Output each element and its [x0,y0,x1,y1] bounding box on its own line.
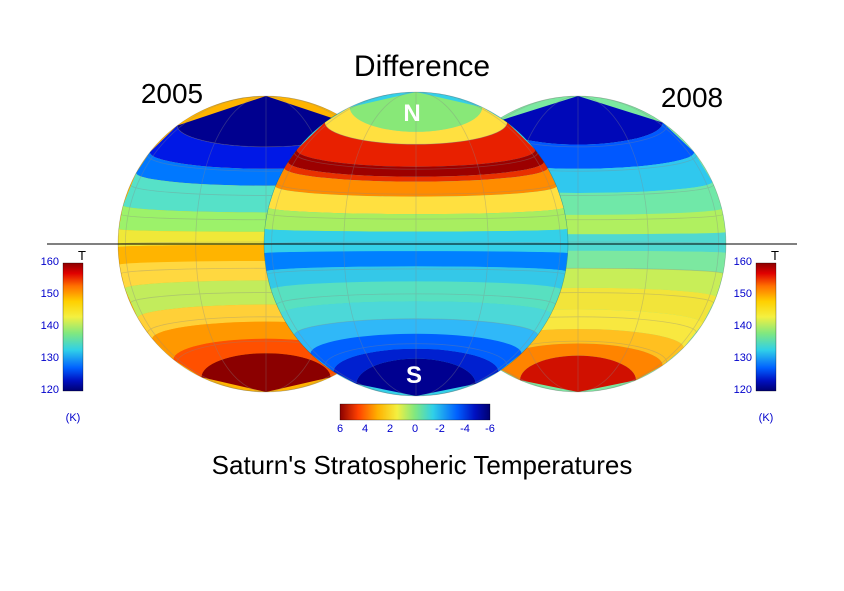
left_temp-tick: 120 [33,384,59,396]
right_temp-tick: 150 [726,288,752,300]
right_temp-tick: 120 [726,384,752,396]
diff-tick: -2 [430,423,450,435]
left_temp-tick: 160 [33,256,59,268]
left_temp-colorbar [63,263,83,391]
left-cbar-title: T [78,248,86,263]
diff-tick: 4 [355,423,375,435]
diff-tick: 0 [405,423,425,435]
north-pole-label: N [398,100,426,128]
diff-tick: -4 [455,423,475,435]
left-cbar-unit: (K) [56,412,90,424]
diff-colorbar [340,404,490,420]
label-2005: 2005 [120,78,224,110]
right_temp-tick: 160 [726,256,752,268]
left_temp-tick: 150 [33,288,59,300]
right_temp-tick: 140 [726,320,752,332]
left_temp-tick: 130 [33,352,59,364]
south-pole-label: S [400,362,428,390]
diff-tick: -6 [480,423,500,435]
figure-caption: Saturn's Stratospheric Temperatures [0,450,844,481]
right-cbar-unit: (K) [749,412,783,424]
right_temp-tick: 130 [726,352,752,364]
label-difference: Difference [340,50,504,84]
label-2008: 2008 [640,82,744,114]
diff-tick: 6 [330,423,350,435]
right_temp-colorbar [756,263,776,391]
left_temp-tick: 140 [33,320,59,332]
right-cbar-title: T [771,248,779,263]
diff-tick: 2 [380,423,400,435]
